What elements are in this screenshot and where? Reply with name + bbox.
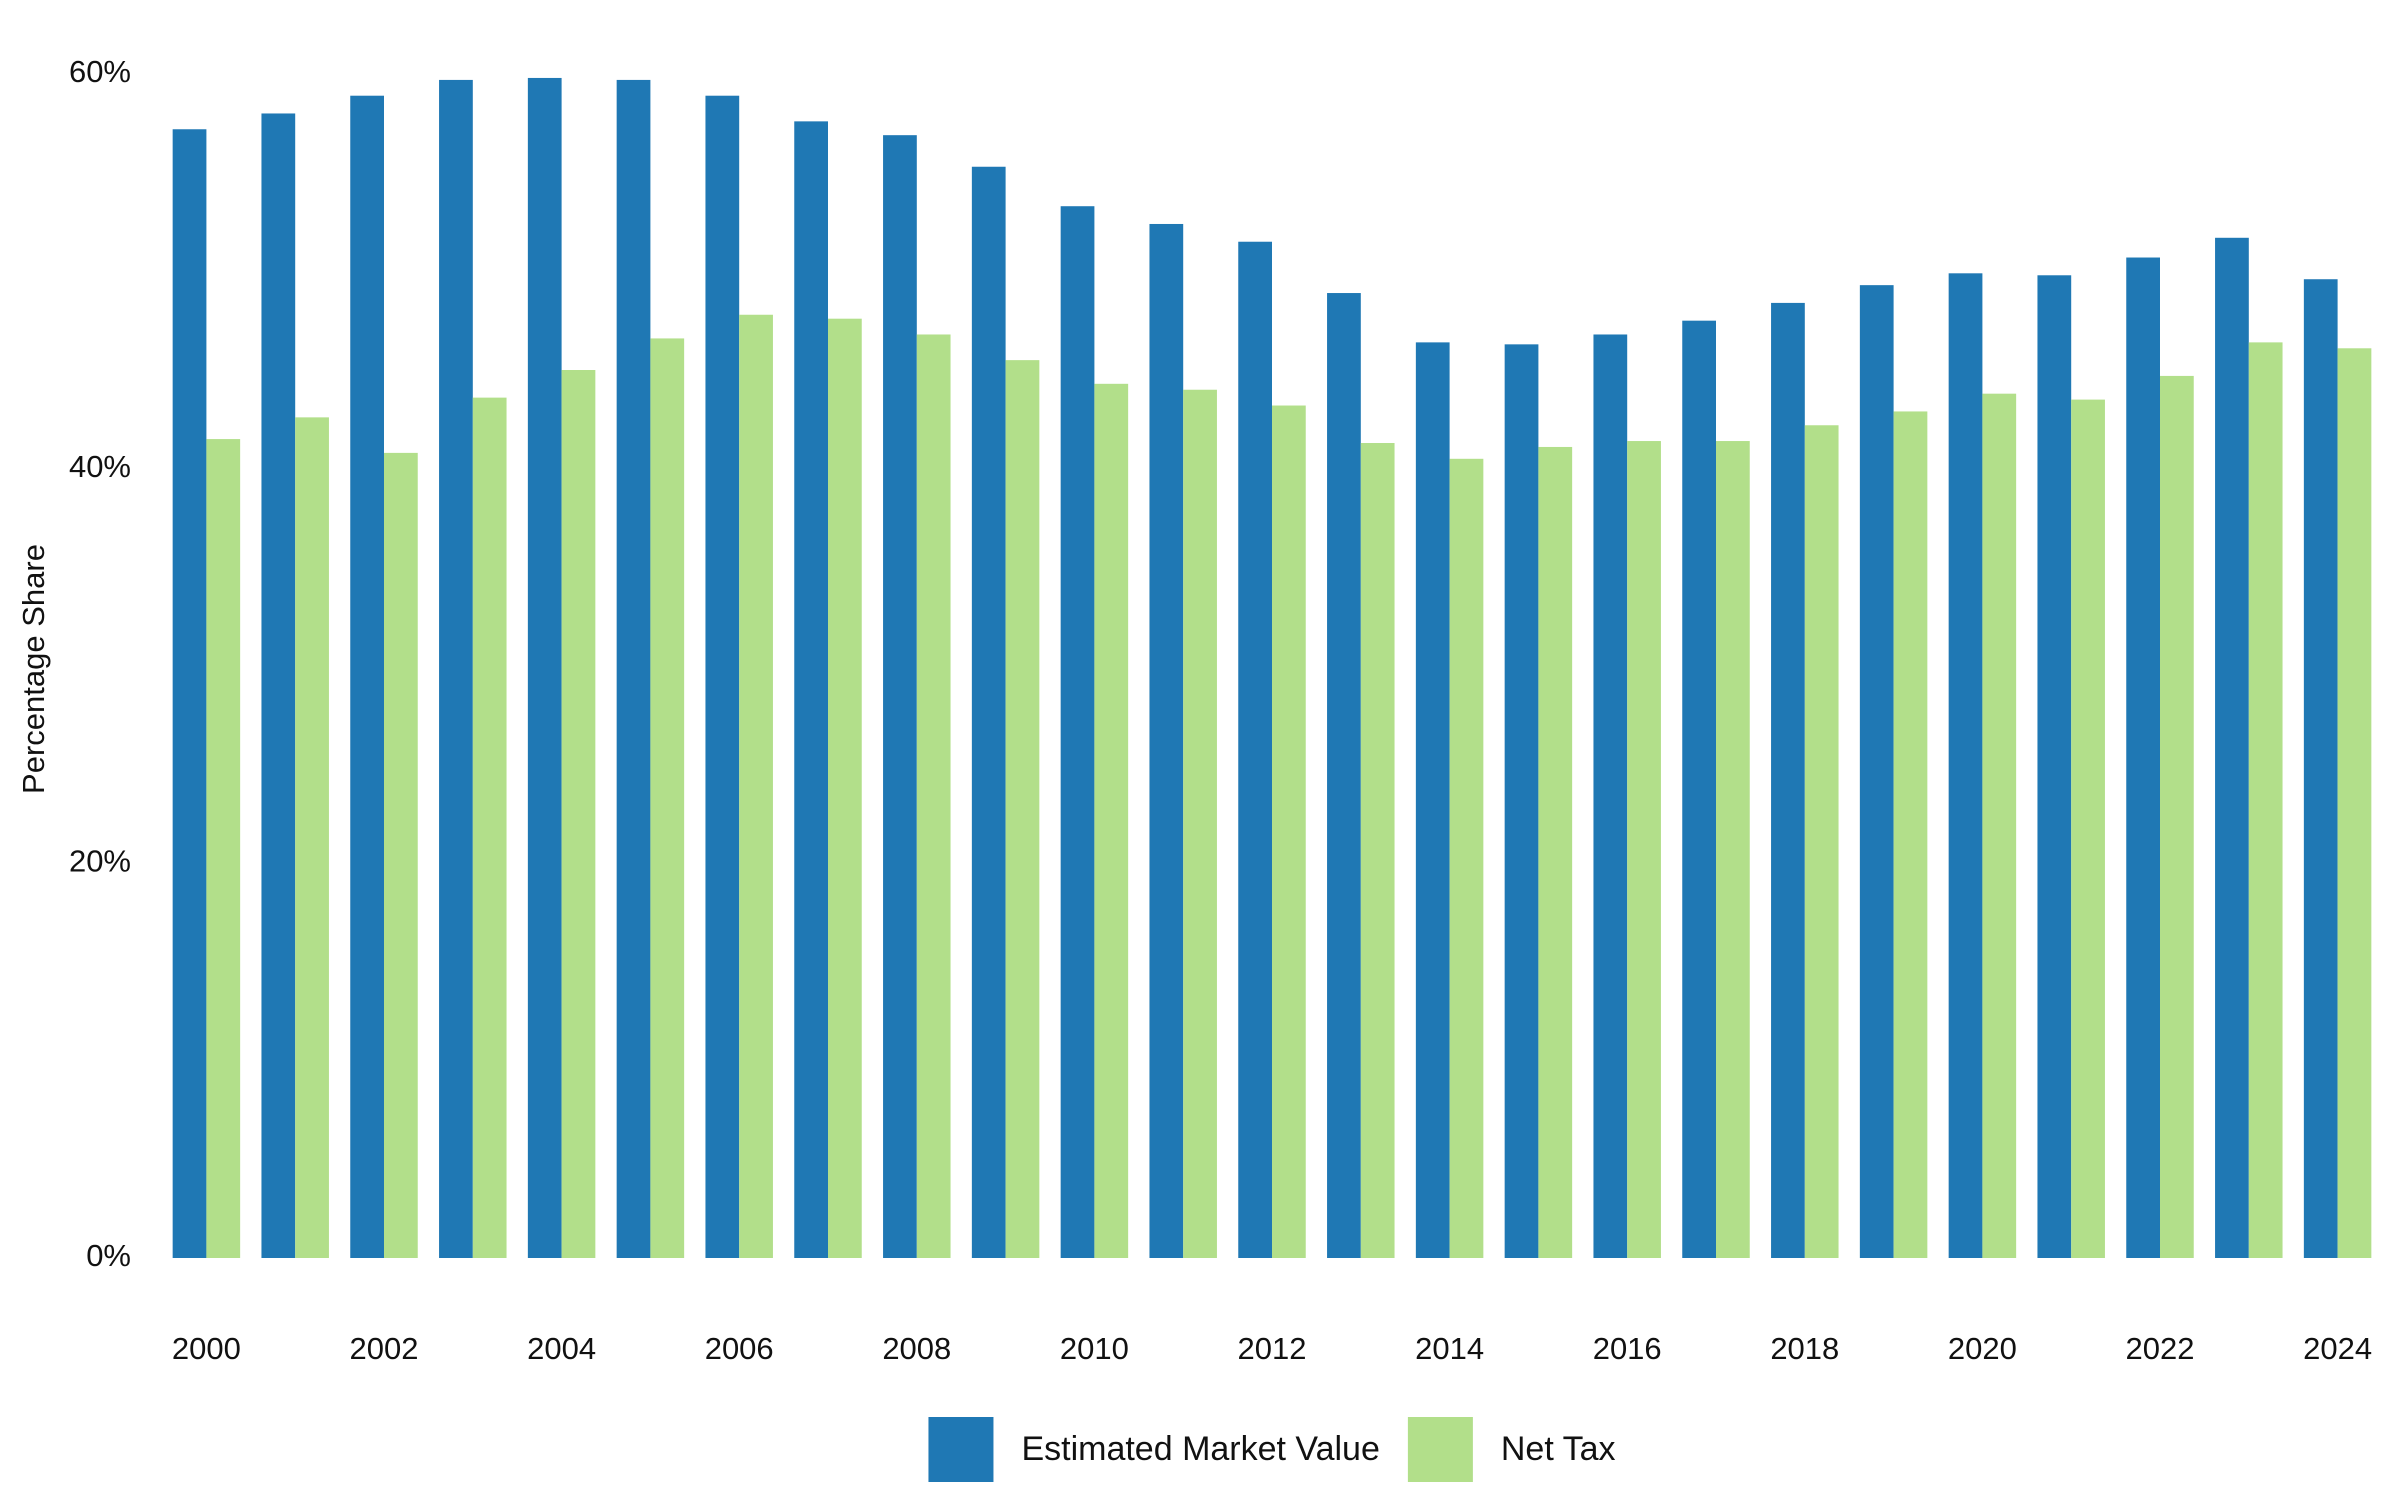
bar — [439, 79, 473, 1258]
bar — [561, 370, 596, 1258]
bar — [350, 95, 384, 1258]
bar — [384, 452, 418, 1258]
bar — [172, 129, 207, 1259]
bar — [1627, 441, 1661, 1258]
bar — [2126, 257, 2160, 1258]
bar — [1982, 393, 2017, 1258]
bar — [916, 334, 951, 1259]
bar — [1094, 383, 1129, 1258]
x-tick-label: 2012 — [1238, 1331, 1307, 1366]
bar — [1060, 206, 1095, 1258]
bar — [883, 135, 917, 1258]
bar — [2160, 375, 2194, 1258]
x-tick-label: 2000 — [172, 1331, 241, 1366]
bar — [1238, 241, 1272, 1258]
bar — [2248, 342, 2283, 1259]
bar — [1449, 458, 1484, 1258]
bar — [971, 166, 1006, 1258]
bar — [295, 417, 329, 1258]
bar — [1272, 405, 1306, 1258]
y-tick-label: 20% — [69, 844, 131, 879]
legend-swatch — [1407, 1417, 1473, 1482]
legend-label: Net Tax — [1501, 1430, 1616, 1468]
bar — [1149, 223, 1184, 1258]
bar — [1948, 273, 1983, 1259]
x-tick-label: 2004 — [527, 1331, 596, 1366]
x-tick-label: 2014 — [1415, 1331, 1484, 1366]
x-tick-label: 2016 — [1593, 1331, 1662, 1366]
bar — [472, 397, 507, 1258]
bar — [1504, 344, 1539, 1258]
bar — [1682, 320, 1716, 1259]
bar — [739, 314, 773, 1258]
x-tick-label: 2008 — [882, 1331, 951, 1366]
bar — [1360, 443, 1395, 1259]
bar — [1893, 411, 1928, 1258]
y-tick-label: 40% — [69, 449, 131, 484]
x-tick-label: 2006 — [705, 1331, 774, 1366]
bar — [2071, 399, 2105, 1259]
bar — [206, 439, 241, 1259]
x-tick-label: 2022 — [2126, 1331, 2195, 1366]
legend-swatch — [928, 1417, 994, 1482]
bar — [1538, 446, 1573, 1259]
bar — [2337, 348, 2372, 1258]
y-axis-label: Percentage Share — [16, 544, 51, 794]
y-tick-label: 60% — [69, 54, 131, 89]
x-tick-label: 2024 — [2303, 1331, 2372, 1366]
x-tick-label: 2002 — [350, 1331, 419, 1366]
bar — [527, 77, 562, 1259]
bar — [616, 79, 651, 1258]
bar — [1593, 334, 1628, 1259]
bar — [828, 318, 862, 1258]
bar — [1327, 293, 1361, 1258]
bar — [1005, 360, 1040, 1259]
bar — [2303, 279, 2338, 1258]
bar — [2037, 275, 2072, 1258]
bar — [1859, 285, 1894, 1258]
bar — [261, 113, 296, 1258]
bar — [1771, 302, 1805, 1258]
bar — [1716, 441, 1750, 1258]
bar — [1183, 389, 1217, 1258]
bar — [705, 95, 740, 1258]
x-tick-label: 2020 — [1948, 1331, 2017, 1366]
legend-label: Estimated Market Value — [1021, 1430, 1379, 1468]
bar — [794, 121, 828, 1259]
y-tick-label: 0% — [86, 1238, 131, 1273]
x-tick-label: 2018 — [1770, 1331, 1839, 1366]
bar — [1415, 342, 1450, 1259]
bar — [1804, 425, 1839, 1259]
x-tick-label: 2010 — [1060, 1331, 1129, 1366]
bar — [2215, 237, 2249, 1258]
bar — [650, 338, 685, 1259]
